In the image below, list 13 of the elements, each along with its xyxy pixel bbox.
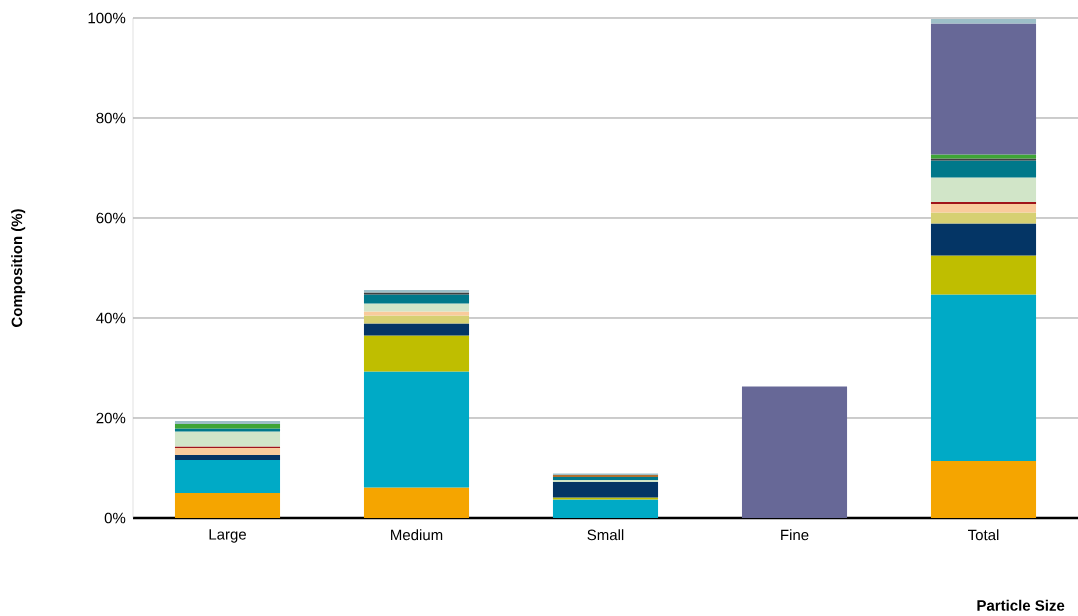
x-tick-label: Small — [587, 529, 624, 541]
y-tick-label: 80% — [96, 112, 126, 124]
x-tick-label: Large — [209, 529, 247, 543]
y-tick-label: 60% — [96, 212, 126, 224]
y-tick-label: 20% — [96, 412, 126, 424]
x-tick-label: Fine — [781, 529, 809, 541]
x-tick-label: Medium — [391, 529, 443, 541]
y-axis-title: Composition (%) — [11, 209, 26, 327]
x-tick-label: Total — [968, 529, 999, 541]
y-tick-label: 40% — [96, 312, 126, 324]
x-axis-title: Particle Size — [977, 599, 1065, 611]
y-tick-label: 0% — [104, 512, 126, 524]
y-tick-label: 100% — [88, 12, 126, 24]
